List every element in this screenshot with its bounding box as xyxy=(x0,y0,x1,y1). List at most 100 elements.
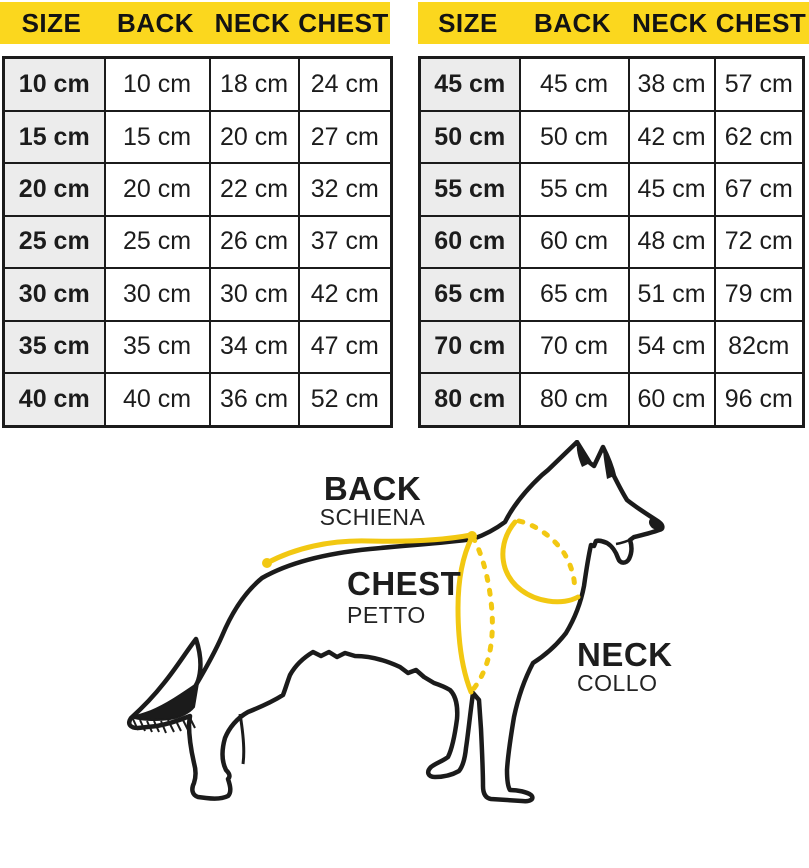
measure-cell: 67 cm xyxy=(713,162,805,217)
measure-cell: 24 cm xyxy=(297,56,393,112)
table-row: 25 cm 25 cm 26 cm 37 cm xyxy=(2,214,393,270)
measure-cell: 36 cm xyxy=(208,372,300,428)
measure-cell: 15 cm xyxy=(103,109,211,165)
size-cell: 80 cm xyxy=(418,372,521,428)
measure-cell: 70 cm xyxy=(518,319,630,375)
measure-cell: 34 cm xyxy=(208,319,300,375)
measure-cell: 37 cm xyxy=(297,214,393,270)
size-cell: 50 cm xyxy=(418,109,521,165)
measure-cell: 52 cm xyxy=(297,372,393,428)
measure-cell: 20 cm xyxy=(103,162,211,217)
measure-cell: 18 cm xyxy=(208,56,300,112)
size-cell: 40 cm xyxy=(2,372,106,428)
back-measure-line xyxy=(264,532,474,566)
measure-cell: 42 cm xyxy=(297,267,393,322)
dog-nose xyxy=(648,518,663,531)
neck-label: NECK xyxy=(577,636,673,673)
dog-tail xyxy=(130,682,199,722)
tail-fringe xyxy=(132,715,196,734)
measure-cell: 26 cm xyxy=(208,214,300,270)
size-cell: 70 cm xyxy=(418,319,521,375)
large-dog-size-table: 45 cm 45 cm 38 cm 57 cm 50 cm 50 cm 42 cm 62 cm… xyxy=(418,56,805,428)
dog-mouth xyxy=(615,536,635,546)
back-sublabel: SCHIENA xyxy=(319,504,426,530)
left-ear-icon xyxy=(576,442,590,467)
size-cell: 30 cm xyxy=(2,267,106,322)
measure-cell: 50 cm xyxy=(518,109,630,165)
measure-cell: 25 cm xyxy=(103,214,211,270)
chest-sublabel: PETTO xyxy=(347,602,426,628)
measure-cell: 30 cm xyxy=(208,267,300,322)
size-cell: 15 cm xyxy=(2,109,106,165)
measure-cell: 82cm xyxy=(713,319,805,375)
back-line-start-dot xyxy=(262,558,272,568)
chest-measure-ellipse-dashed xyxy=(468,534,495,695)
header-cell-size: SIZE xyxy=(21,7,82,38)
measure-cell: 60 cm xyxy=(518,214,630,270)
header-cell-neck: NECK xyxy=(632,7,708,38)
back-label: BACK xyxy=(323,470,422,507)
table-row: 70 cm 70 cm 54 cm 82cm xyxy=(418,319,805,375)
table-row: 20 cm 20 cm 22 cm 32 cm xyxy=(2,162,393,217)
table-row: 55 cm 55 cm 45 cm 67 cm xyxy=(418,162,805,217)
measure-cell: 30 cm xyxy=(103,267,211,322)
table-row: 15 cm 15 cm 20 cm 27 cm xyxy=(2,109,393,165)
measure-cell: 27 cm xyxy=(297,109,393,165)
measure-cell: 54 cm xyxy=(627,319,716,375)
table-row: 45 cm 45 cm 38 cm 57 cm xyxy=(418,56,805,112)
neck-measure-ellipse-dashed xyxy=(516,518,577,595)
measure-cell: 22 cm xyxy=(208,162,300,217)
table-row: 60 cm 60 cm 48 cm 72 cm xyxy=(418,214,805,270)
size-table-header-left: SIZE BACK NECK CHEST xyxy=(0,2,390,44)
table-row: 10 cm 10 cm 18 cm 24 cm xyxy=(2,56,393,112)
measure-cell: 96 cm xyxy=(713,372,805,428)
small-dog-size-table: 10 cm 10 cm 18 cm 24 cm 15 cm 15 cm 20 cm 27 cm… xyxy=(2,56,393,428)
dog-outline xyxy=(127,440,665,804)
header-cell-size: SIZE xyxy=(438,7,498,38)
neck-sublabel: COLLO xyxy=(577,670,658,696)
size-cell: 20 cm xyxy=(2,162,106,217)
size-cell: 55 cm xyxy=(418,162,521,217)
size-cell: 10 cm xyxy=(2,56,106,112)
header-cell-chest: CHEST xyxy=(715,7,807,38)
chest-label: CHEST xyxy=(347,565,462,602)
header-cell-back: BACK xyxy=(533,7,612,38)
measure-cell: 20 cm xyxy=(208,109,300,165)
measure-cell: 80 cm xyxy=(518,372,630,428)
measure-cell: 42 cm xyxy=(627,109,716,165)
measure-cell: 45 cm xyxy=(627,162,716,217)
measure-cell: 65 cm xyxy=(518,267,630,322)
measure-cell: 60 cm xyxy=(627,372,716,428)
table-row: 30 cm 30 cm 30 cm 42 cm xyxy=(2,267,393,322)
measure-cell: 62 cm xyxy=(713,109,805,165)
size-cell: 35 cm xyxy=(2,319,106,375)
measure-cell: 47 cm xyxy=(297,319,393,375)
measure-cell: 38 cm xyxy=(627,56,716,112)
size-cell: 25 cm xyxy=(2,214,106,270)
measure-cell: 45 cm xyxy=(518,56,630,112)
neck-measure-ellipse-solid xyxy=(500,519,581,605)
table-row: 80 cm 80 cm 60 cm 96 cm xyxy=(418,372,805,428)
measure-cell: 79 cm xyxy=(713,267,805,322)
measure-cell: 51 cm xyxy=(627,267,716,322)
measure-cell: 57 cm xyxy=(713,56,805,112)
table-row: 40 cm 40 cm 36 cm 52 cm xyxy=(2,372,393,428)
measure-cell: 55 cm xyxy=(518,162,630,217)
header-cell-chest: CHEST xyxy=(298,7,389,38)
header-cell-neck: NECK xyxy=(214,7,291,38)
dog-illustration xyxy=(127,440,665,804)
header-cell-back: BACK xyxy=(116,7,195,38)
table-row: 65 cm 65 cm 51 cm 79 cm xyxy=(418,267,805,322)
measure-cell: 40 cm xyxy=(103,372,211,428)
measure-cell: 32 cm xyxy=(297,162,393,217)
measure-cell: 10 cm xyxy=(103,56,211,112)
table-row: 35 cm 35 cm 34 cm 47 cm xyxy=(2,319,393,375)
table-row: 50 cm 50 cm 42 cm 62 cm xyxy=(418,109,805,165)
size-cell: 45 cm xyxy=(418,56,521,112)
measure-cell: 48 cm xyxy=(627,214,716,270)
size-table-header-right: SIZE BACK NECK CHEST xyxy=(418,2,809,44)
chest-measure-ellipse-solid xyxy=(455,534,475,695)
size-cell: 60 cm xyxy=(418,214,521,270)
right-ear-icon xyxy=(603,447,614,479)
